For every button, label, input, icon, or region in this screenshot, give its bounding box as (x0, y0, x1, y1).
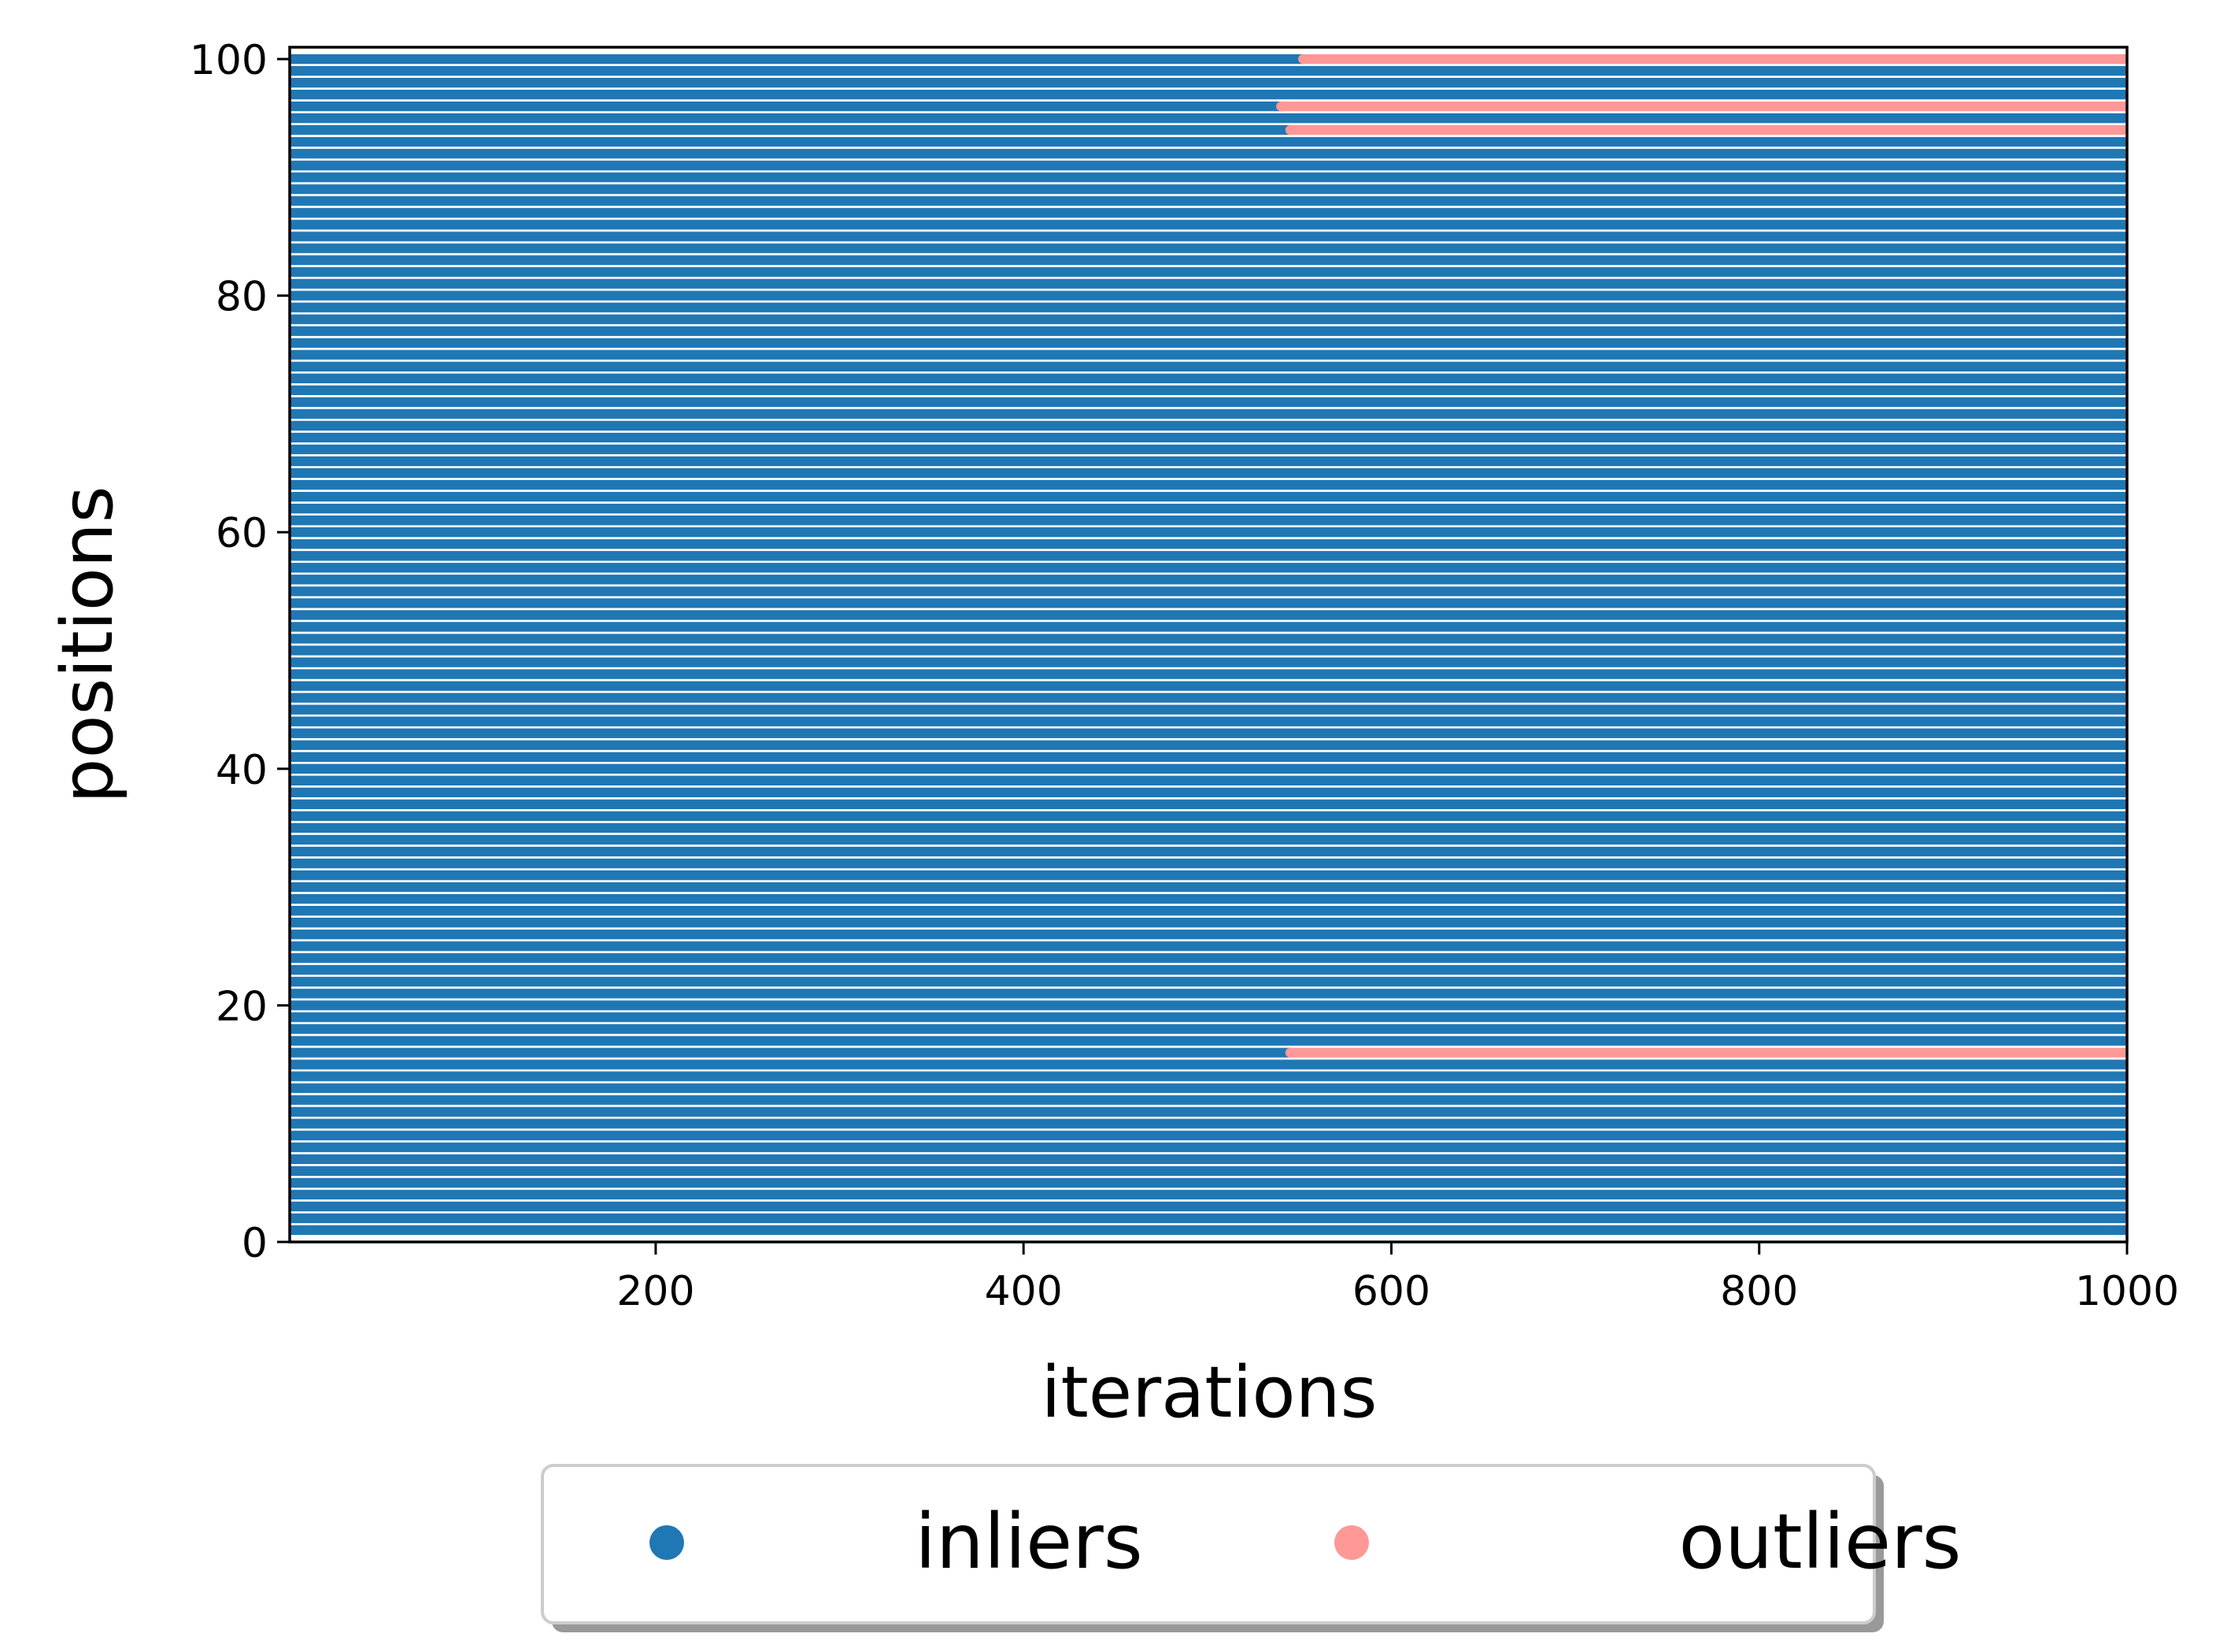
x-tick-label: 200 (616, 1268, 694, 1315)
y-tick-label: 20 (216, 983, 268, 1030)
x-tick-label: 1000 (2075, 1268, 2179, 1315)
legend (541, 1464, 1876, 1624)
x-tick-label: 600 (1352, 1268, 1430, 1315)
x-tick-label: 400 (985, 1268, 1063, 1315)
legend-label: inliers (915, 1498, 1142, 1586)
legend-marker (649, 1525, 684, 1560)
y-tick-label: 60 (216, 510, 268, 557)
y-tick-label: 100 (190, 37, 268, 84)
y-axis-label: positions (46, 486, 129, 803)
plot-frame (288, 46, 2129, 1244)
y-tick-label: 80 (216, 274, 268, 321)
y-tick-label: 0 (242, 1220, 268, 1267)
x-axis-label: iterations (1041, 1351, 1377, 1434)
legend-marker (1334, 1525, 1369, 1560)
x-tick-label: 800 (1720, 1268, 1798, 1315)
legend-label: outliers (1678, 1498, 1961, 1586)
y-tick-label: 40 (216, 747, 268, 794)
